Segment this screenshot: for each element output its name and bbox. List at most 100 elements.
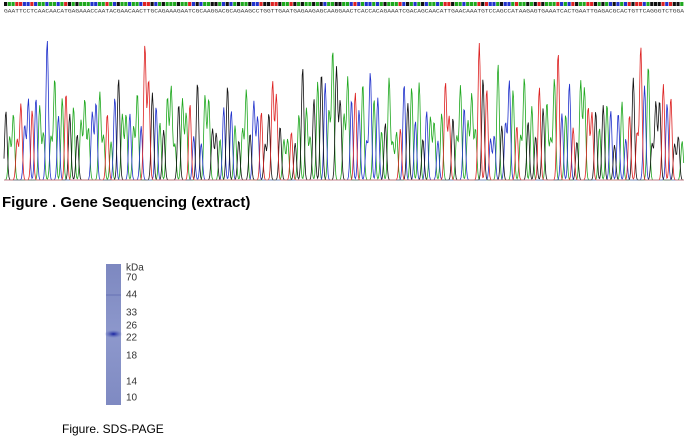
quality-cell [623,2,628,6]
quality-cell [469,2,474,6]
quality-cell [364,2,368,6]
quality-cell [447,2,451,6]
quality-cell [124,2,128,6]
quality-cell [372,2,376,6]
quality-cell [514,2,519,6]
quality-cell [454,2,458,6]
quality-cell [503,2,507,6]
quality-cell [259,2,263,6]
quality-cell [353,2,357,6]
quality-cell [635,2,639,6]
quality-cell [127,2,132,6]
quality-cell [657,2,661,6]
quality-cell [582,2,586,6]
quality-cell [578,2,582,6]
quality-cell [229,2,233,6]
quality-cell [496,2,500,6]
quality-cell [488,2,492,6]
quality-cell [52,2,56,6]
quality-cell [248,2,252,6]
quality-cell [541,2,545,6]
quality-cell [4,2,8,6]
quality-cell [653,2,658,6]
quality-cell [601,2,605,6]
quality-cell [180,2,184,6]
unit-label: kDa [126,263,144,274]
quality-cell [661,2,665,6]
quality-cell [45,2,49,6]
quality-cell [19,2,23,6]
quality-cell [22,2,26,6]
chromatogram [3,40,685,181]
quality-cell [612,2,616,6]
quality-cell [417,2,421,6]
marker-label: 33 [126,308,138,319]
quality-cell [650,2,654,6]
quality-cell [15,2,19,6]
quality-cell [30,2,34,6]
quality-cell [466,2,470,6]
quality-cell [282,2,286,6]
quality-cell [274,2,278,6]
quality-cell [499,2,504,6]
quality-cell [357,2,361,6]
quality-cell [154,2,158,6]
quality-cell [94,2,98,6]
quality-cell [428,2,432,6]
quality-cell [668,2,673,6]
quality-cell [97,2,102,6]
quality-cell [233,2,237,6]
marker-label: 70 [126,273,138,284]
quality-cell [556,2,560,6]
quality-cell [293,2,297,6]
quality-cell [105,2,109,6]
quality-cell [11,2,15,6]
quality-cell [191,2,196,6]
quality-cell [620,2,624,6]
quality-cell [244,2,248,6]
quality-cell [86,2,90,6]
quality-cell [323,2,327,6]
quality-cell [544,2,549,6]
quality-cell [522,2,526,6]
quality-cell [586,2,590,6]
sequence-text: GAATTCCTCAACAACATGAGAAACCAATACGAACAACTTG… [4,7,685,14]
quality-cell [312,2,316,6]
quality-cell [484,2,489,6]
quality-cell [56,2,60,6]
quality-cell [139,2,143,6]
quality-cell [116,2,120,6]
caption: Figure . Gene Sequencing (extract) [2,194,250,211]
quality-cell [300,2,304,6]
quality-cell [210,2,214,6]
marker-label: 18 [126,351,138,362]
quality-cell [477,2,481,6]
quality-cell [537,2,541,6]
quality-cell [64,2,68,6]
quality-cell [552,2,556,6]
quality-cell [642,2,646,6]
quality-cell [443,2,447,6]
quality-cell [590,2,594,6]
quality-cell [90,2,94,6]
quality-cell [421,2,425,6]
quality-cell [605,2,609,6]
quality-cell [518,2,522,6]
quality-cell [289,2,293,6]
quality-cell [308,2,312,6]
quality-cell [315,2,319,6]
quality-cell [507,2,511,6]
marker-label: 10 [126,393,138,404]
quality-cell [638,2,643,6]
quality-cell [631,2,635,6]
quality-cell [402,2,406,6]
quality-cell [101,2,105,6]
quality-cell [131,2,135,6]
quality-cell [297,2,301,6]
quality-cell [37,2,41,6]
quality-cell [82,2,87,6]
quality-cell [383,2,387,6]
quality-cell [206,2,211,6]
